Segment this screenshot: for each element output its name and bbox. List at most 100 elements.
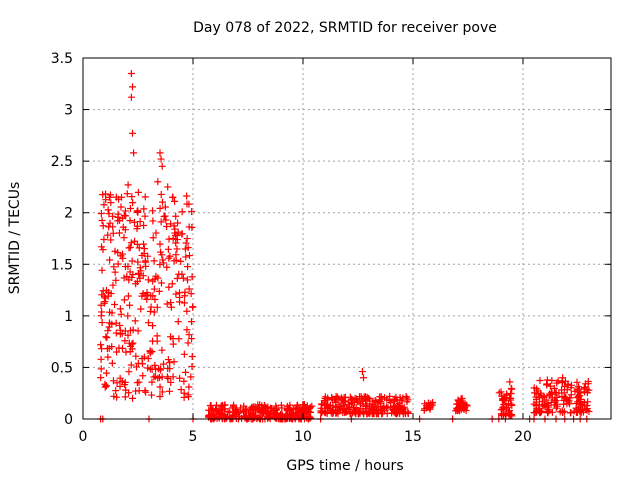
data-point bbox=[121, 207, 129, 215]
data-point bbox=[98, 243, 106, 251]
data-point bbox=[265, 411, 273, 419]
data-point bbox=[176, 289, 184, 297]
data-point bbox=[113, 348, 121, 356]
data-point bbox=[377, 405, 385, 413]
data-point bbox=[134, 327, 142, 335]
data-point bbox=[117, 203, 125, 211]
data-point bbox=[583, 402, 591, 410]
data-point bbox=[156, 240, 164, 248]
data-point bbox=[536, 376, 544, 384]
data-point bbox=[558, 392, 566, 400]
data-point bbox=[402, 392, 410, 400]
data-point bbox=[346, 410, 354, 418]
data-point bbox=[183, 307, 191, 315]
data-point bbox=[139, 372, 147, 380]
data-point bbox=[170, 358, 178, 366]
data-point bbox=[124, 312, 132, 320]
data-point bbox=[544, 409, 552, 417]
peak-point bbox=[130, 149, 138, 157]
data-point bbox=[182, 239, 190, 247]
data-point bbox=[151, 295, 159, 303]
data-point bbox=[173, 236, 181, 244]
data-point bbox=[143, 289, 151, 297]
data-point bbox=[109, 377, 117, 385]
data-point bbox=[116, 321, 124, 329]
data-point bbox=[116, 382, 124, 390]
data-point bbox=[584, 398, 592, 406]
data-point bbox=[153, 303, 161, 311]
data-point bbox=[126, 301, 134, 309]
data-point bbox=[156, 204, 164, 212]
data-point bbox=[121, 337, 129, 345]
data-point bbox=[185, 200, 193, 208]
data-point bbox=[165, 283, 173, 291]
data-point bbox=[163, 300, 171, 308]
data-point bbox=[293, 402, 301, 410]
data-point bbox=[452, 407, 460, 415]
data-point bbox=[317, 407, 325, 415]
x-tick-label: 5 bbox=[189, 429, 198, 445]
data-point bbox=[97, 365, 105, 373]
data-point bbox=[106, 219, 114, 227]
data-point bbox=[140, 240, 148, 248]
data-point bbox=[183, 192, 191, 200]
data-point bbox=[153, 332, 161, 340]
data-point bbox=[299, 406, 307, 414]
data-point bbox=[502, 410, 510, 418]
data-point bbox=[149, 337, 157, 345]
data-point bbox=[183, 276, 191, 284]
data-point bbox=[164, 356, 172, 364]
data-point bbox=[127, 361, 135, 369]
data-point bbox=[156, 261, 164, 269]
data-point bbox=[135, 378, 143, 386]
data-point bbox=[553, 402, 561, 410]
data-point bbox=[119, 254, 127, 262]
data-point bbox=[156, 373, 164, 381]
data-point bbox=[174, 228, 182, 236]
data-point bbox=[132, 363, 140, 371]
data-point bbox=[133, 277, 141, 285]
data-point bbox=[352, 404, 360, 412]
data-point bbox=[182, 368, 190, 376]
data-point bbox=[148, 365, 156, 373]
data-point bbox=[111, 268, 119, 276]
peak-point bbox=[164, 183, 172, 191]
data-point bbox=[308, 402, 316, 410]
data-point bbox=[106, 256, 114, 264]
data-point bbox=[97, 355, 105, 363]
data-point bbox=[189, 303, 197, 311]
data-point bbox=[166, 387, 174, 395]
data-point bbox=[400, 403, 408, 411]
data-point bbox=[104, 353, 112, 361]
data-point bbox=[507, 389, 515, 397]
data-point bbox=[402, 410, 410, 418]
data-point bbox=[105, 210, 113, 218]
data-point bbox=[258, 412, 266, 420]
peak-point bbox=[127, 69, 135, 77]
y-tick-label: 1 bbox=[64, 309, 73, 325]
data-point bbox=[98, 319, 106, 327]
data-point bbox=[181, 292, 189, 300]
data-point bbox=[351, 407, 359, 415]
data-point bbox=[575, 383, 583, 391]
data-point bbox=[148, 391, 156, 399]
data-point bbox=[185, 383, 193, 391]
data-point bbox=[498, 405, 506, 413]
data-point bbox=[123, 190, 131, 198]
peak-point bbox=[158, 162, 166, 170]
data-point bbox=[581, 380, 589, 388]
data-point bbox=[177, 386, 185, 394]
data-point bbox=[167, 299, 175, 307]
data-point bbox=[458, 394, 466, 402]
data-point bbox=[107, 199, 115, 207]
data-point bbox=[224, 407, 232, 415]
peak-point bbox=[129, 129, 136, 137]
data-point bbox=[567, 391, 575, 399]
peak-point bbox=[100, 236, 108, 244]
data-point bbox=[114, 248, 122, 256]
data-point bbox=[155, 287, 163, 295]
data-point bbox=[329, 402, 337, 410]
data-point bbox=[187, 373, 195, 381]
data-point bbox=[159, 360, 167, 368]
data-point bbox=[146, 347, 154, 355]
